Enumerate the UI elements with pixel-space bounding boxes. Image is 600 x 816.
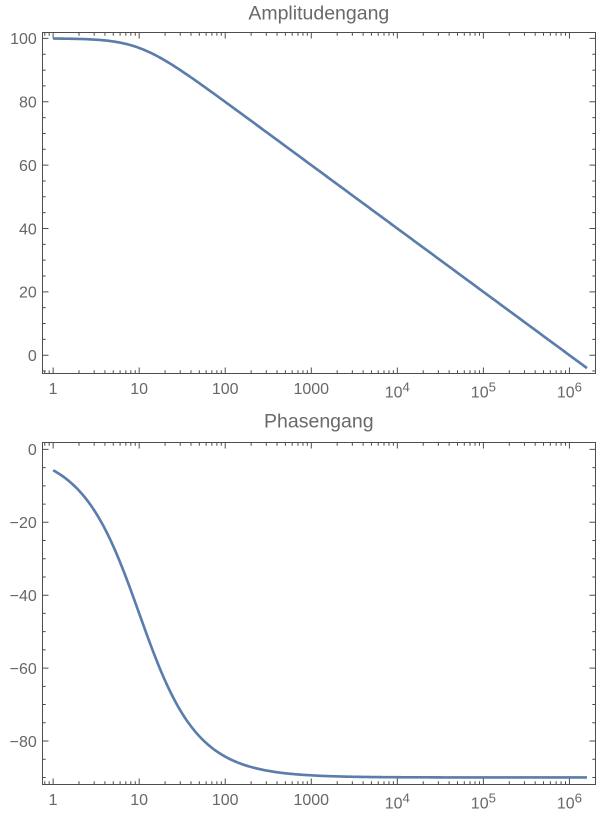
svg-text:40: 40 [19,221,37,238]
svg-text:20: 20 [19,285,37,302]
svg-text:0: 0 [28,442,37,459]
svg-text:60: 60 [19,158,37,175]
svg-text:100: 100 [212,381,239,398]
svg-text:Amplitudengang: Amplitudengang [248,3,389,25]
svg-text:−40: −40 [10,588,37,605]
svg-text:0: 0 [28,348,37,365]
svg-text:1000: 1000 [293,381,329,398]
svg-text:−60: −60 [10,661,37,678]
svg-text:−20: −20 [10,515,37,532]
svg-text:10: 10 [130,792,148,809]
svg-text:1: 1 [49,792,58,809]
svg-text:80: 80 [19,95,37,112]
svg-text:−80: −80 [10,734,37,751]
svg-text:Phasengang: Phasengang [264,410,374,432]
svg-text:1: 1 [49,381,58,398]
svg-text:10: 10 [130,381,148,398]
svg-text:100: 100 [212,792,239,809]
svg-text:100: 100 [10,31,37,48]
svg-text:1000: 1000 [293,792,329,809]
